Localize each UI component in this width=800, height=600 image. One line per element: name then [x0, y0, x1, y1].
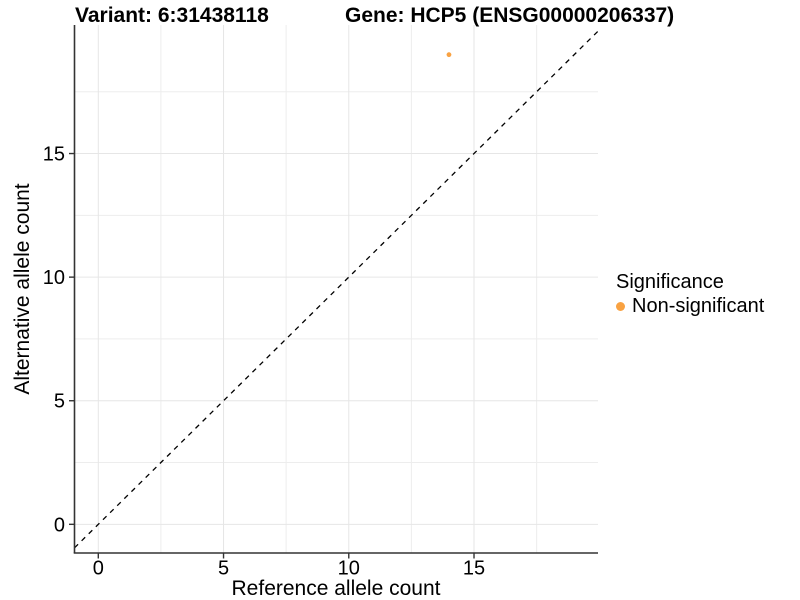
legend-key-dot-icon — [616, 301, 625, 311]
legend-item-label: Non-significant — [632, 294, 765, 317]
data-point — [446, 52, 452, 58]
legend-title: Significance — [616, 271, 724, 293]
y-axis-tick-label: 0 — [54, 514, 65, 536]
y-axis-tick-label: 15 — [43, 144, 65, 166]
plot-title-variant: Variant: 6:31438118 — [75, 4, 269, 27]
legend-item-non-significant: Non-significant — [616, 295, 764, 317]
legend: Significance Non-significant — [616, 270, 764, 317]
x-axis-tick-label: 5 — [218, 558, 229, 580]
y-axis-title: Alternative allele count — [11, 183, 34, 395]
x-axis-title: Reference allele count — [231, 577, 441, 600]
x-axis-tick-label: 15 — [463, 558, 485, 580]
identity-reference-line — [74, 30, 599, 549]
x-axis-tick-label: 10 — [338, 558, 360, 580]
plot-title-gene: Gene: HCP5 (ENSG00000206337) — [345, 4, 675, 27]
y-axis-tick-label: 5 — [54, 391, 65, 413]
y-axis-tick-label: 10 — [43, 267, 65, 289]
x-axis-tick-label: 0 — [93, 558, 104, 580]
